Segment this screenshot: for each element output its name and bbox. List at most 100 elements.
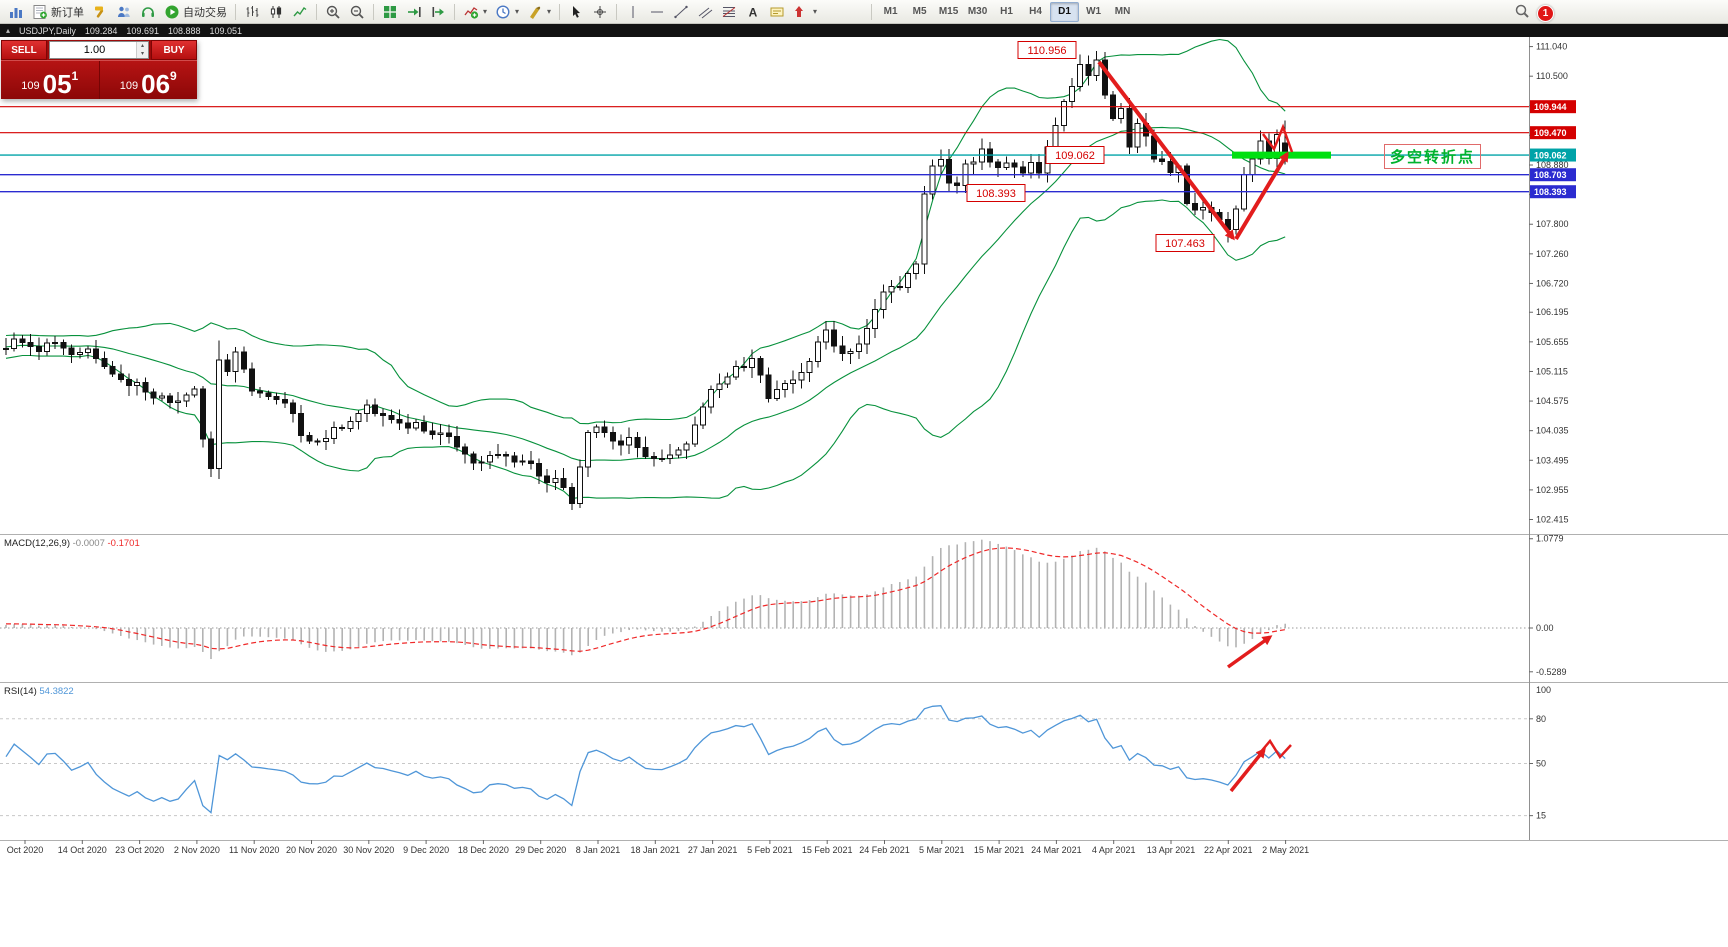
templates-icon[interactable]: ▾ [523, 2, 555, 22]
chart-shift-icon[interactable] [426, 2, 450, 22]
tf-m1[interactable]: M1 [883, 6, 898, 17]
trend-arrow[interactable] [1097, 60, 1235, 241]
candlestick-chart-icon[interactable] [264, 2, 288, 22]
price-tick-label: 105.655 [1536, 337, 1569, 347]
callout-box[interactable] [1045, 146, 1105, 164]
sell-button[interactable]: SELL [1, 40, 47, 60]
callout-box[interactable] [1017, 41, 1077, 59]
candle-body [823, 329, 829, 343]
date-label: 20 Nov 2020 [286, 845, 337, 855]
date-label: 29 Dec 2020 [515, 845, 566, 855]
toolbar-separator [616, 3, 618, 20]
trend-arrows[interactable] [1097, 60, 1294, 793]
crosshair-icon[interactable] [588, 2, 612, 22]
rsi-axis-label: 15 [1536, 811, 1546, 821]
ohlc-high: 109.691 [126, 25, 159, 36]
tf-m5[interactable]: M5 [912, 6, 927, 17]
notification-badge[interactable]: 1 [1537, 5, 1554, 22]
bid-price[interactable]: 109 05 1 [1, 61, 99, 99]
cursor-icon[interactable] [564, 2, 588, 22]
rsi-arrow[interactable] [1229, 747, 1266, 793]
zoom-out-icon[interactable] [345, 2, 369, 22]
accounts-icon[interactable] [112, 2, 136, 22]
candle-body [831, 329, 838, 347]
zigzag-annotation[interactable] [1261, 123, 1294, 153]
tf-w1[interactable]: W1 [1086, 6, 1102, 17]
autotrading-button[interactable]: 自动交易 [160, 2, 231, 22]
candle-body [1077, 64, 1084, 88]
tf-mn[interactable]: MN [1114, 6, 1131, 17]
tf-d1[interactable]: D1 [1050, 1, 1080, 22]
tf-h1[interactable]: H1 [1000, 6, 1013, 17]
candle-body [667, 454, 674, 460]
price-callouts[interactable]: 110.956 109.062 108.393 107.463 [966, 41, 1215, 252]
periods-icon[interactable]: ▾ [491, 2, 523, 22]
new-order-button[interactable]: 新订单 [28, 2, 88, 22]
text-icon[interactable]: A [741, 2, 765, 22]
text-label-icon[interactable] [765, 2, 789, 22]
candle-body [839, 345, 846, 354]
candle-body [495, 453, 501, 456]
headset-icon[interactable] [136, 2, 160, 22]
line-chart-icon[interactable] [288, 2, 312, 22]
tf-h4[interactable]: H4 [1029, 6, 1042, 17]
chart-window-icon[interactable] [4, 2, 28, 22]
horizontal-line-icon[interactable] [645, 2, 669, 22]
zoom-in-icon[interactable] [321, 2, 345, 22]
time-axis[interactable]: Oct 2020 14 Oct 2020 23 Oct 2020 2 Nov 2020… [7, 840, 1309, 855]
macd-arrow[interactable] [1226, 635, 1273, 669]
arrows-icon[interactable]: ▾ [789, 2, 821, 22]
tf-m30[interactable]: M30 [967, 6, 988, 17]
candle-body [109, 366, 116, 375]
rsi-zigzag[interactable] [1258, 738, 1292, 760]
candle-body [265, 392, 272, 398]
fibonacci-icon[interactable] [717, 2, 741, 22]
callout-box[interactable] [966, 184, 1026, 202]
trendline-icon[interactable] [669, 2, 693, 22]
search-icon[interactable] [1514, 3, 1530, 24]
buy-button[interactable]: BUY [151, 40, 197, 60]
candle-body [1085, 64, 1092, 76]
ohlc-low: 108.888 [167, 25, 201, 36]
volume-up-button[interactable]: ▴ [137, 42, 148, 50]
ask-price[interactable]: 109 06 9 [100, 61, 198, 99]
date-label: 11 Nov 2020 [229, 845, 279, 855]
volume-field[interactable]: ▴ ▾ [49, 41, 149, 59]
price-tick-label: 104.575 [1536, 396, 1569, 406]
candle-body [1052, 124, 1059, 148]
candle-body [117, 373, 124, 381]
vertical-line-icon[interactable] [621, 2, 645, 22]
candle-body [290, 402, 296, 414]
callout-box[interactable] [1155, 234, 1215, 252]
candle-body [847, 351, 854, 354]
volume-down-button[interactable]: ▾ [137, 50, 148, 58]
horizontal-level-lines[interactable]: 109.944 109.470 109.062 108.703 108.393 [0, 100, 1576, 199]
chart-symbol-period: USDJPY,Daily [19, 25, 76, 36]
tile-windows-icon[interactable] [378, 2, 402, 22]
tf-m15[interactable]: M15 [938, 6, 959, 17]
chart-title-bar: ▴ USDJPY,Daily 109.284 109.691 108.888 1… [0, 24, 1728, 37]
candle-body [142, 382, 149, 393]
channel-icon[interactable] [693, 2, 717, 22]
toolbar-separator [316, 3, 317, 20]
one-click-collapse-icon[interactable]: ▴ [6, 26, 11, 35]
candle-body [478, 461, 485, 464]
candle-body [462, 446, 469, 455]
candle-body [757, 357, 764, 376]
candle-body [741, 366, 747, 369]
bar-chart-icon[interactable] [240, 2, 264, 22]
auto-scroll-icon[interactable] [402, 2, 426, 22]
candle-body [355, 412, 362, 422]
candle-body [347, 420, 354, 430]
candle-body [921, 193, 928, 265]
quick-trade-hammer-icon[interactable] [88, 2, 112, 22]
candle-body [1069, 86, 1075, 103]
candle-body [19, 338, 26, 344]
price-axis[interactable]: 111.040110.500109.960109.420108.880108.3… [1529, 42, 1569, 525]
trend-arrow[interactable] [1234, 151, 1289, 241]
candle-body [1003, 162, 1010, 169]
indicators-icon[interactable]: ▾ [459, 2, 491, 22]
turning-point-note[interactable]: 多空转折点 [1384, 144, 1482, 169]
volume-input[interactable] [50, 42, 148, 58]
